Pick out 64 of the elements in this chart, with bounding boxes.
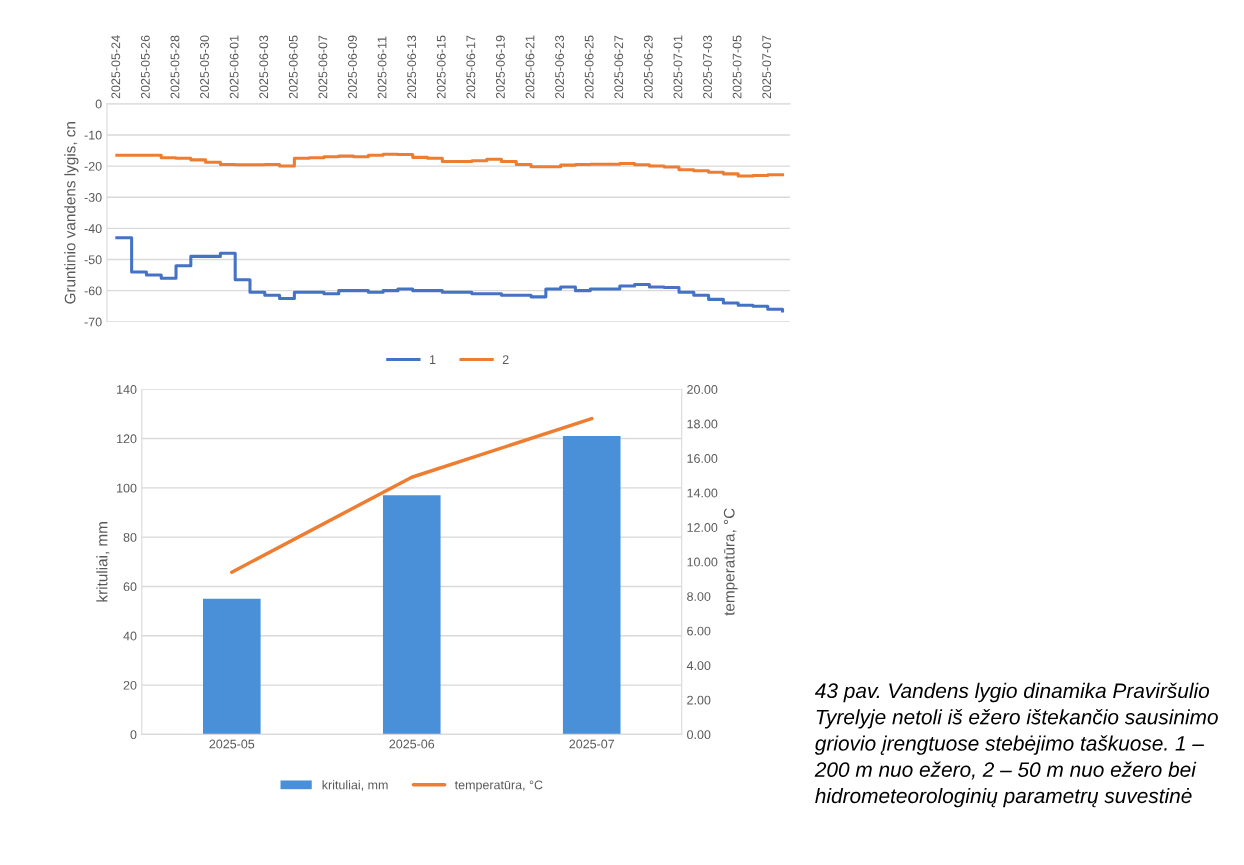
x-tick-label: 2025-05-28 <box>170 35 180 99</box>
x-tick-label: 2025-06-21 <box>525 35 535 99</box>
x-tick-label: 2025-07-01 <box>673 35 683 99</box>
y-tick-label: -50 <box>84 255 102 265</box>
x-tick-label: 2025-05-24 <box>111 35 121 99</box>
y-tick-label: -20 <box>84 161 102 171</box>
y-tick-label: -40 <box>84 224 102 234</box>
x-tick-label: 2025-06-03 <box>259 35 269 99</box>
x-tick-label: 2025-06-07 <box>318 35 328 99</box>
x-tick-label: 2025-05-26 <box>140 35 150 99</box>
x-tick-label: 2025-06-01 <box>229 35 239 99</box>
x-tick-label: 2025-06-17 <box>466 35 476 99</box>
legend-label: temperatūra, °C <box>454 780 543 792</box>
y-tick-label: 20 <box>123 680 137 690</box>
y2-tick-label: 12.00 <box>687 523 718 532</box>
y2-tick-label: 10.00 <box>687 557 718 567</box>
y-tick-label: 120 <box>117 434 137 444</box>
y2-tick-label: 18.00 <box>687 419 718 429</box>
y-tick-label: -10 <box>84 130 102 140</box>
y-tick-label: -70 <box>84 317 102 327</box>
y2-tick-label: 8.00 <box>687 592 711 601</box>
x-tick-label: 2025-06-23 <box>555 35 564 99</box>
bar <box>382 495 441 735</box>
x-tick-label: 2025-06-11 <box>377 36 387 99</box>
x-tick-label: 2025-07-07 <box>762 35 772 99</box>
x-tick-label: 2025-05-30 <box>200 35 209 99</box>
y-axis-title: Gruntinio vandens lygis, cn <box>64 122 79 304</box>
y-tick-label: -30 <box>84 193 102 202</box>
x-tick-label: 2025-07 <box>569 739 615 749</box>
legend-label: krituliai, mm <box>322 780 388 791</box>
x-tick-label: 2025-06-25 <box>584 35 594 99</box>
y2-tick-label: 20.00 <box>687 385 718 394</box>
y-tick-label: 60 <box>123 582 137 592</box>
x-tick-label: 2025-06-27 <box>614 35 624 99</box>
x-tick-label: 2025-06-15 <box>436 35 446 99</box>
y2-tick-label: 14.00 <box>687 488 718 498</box>
x-tick-label: 2025-06 <box>389 739 435 749</box>
y2-tick-label: 0.00 <box>687 730 711 740</box>
y-tick-label: 80 <box>123 532 137 542</box>
x-tick-label: 2025-06-29 <box>643 35 653 99</box>
x-tick-label: 2025-05 <box>209 739 255 749</box>
y2-tick-label: 6.00 <box>687 626 711 636</box>
y2-axis-title: temperatūra, °C <box>723 508 738 616</box>
y-tick-label: 0 <box>130 730 137 740</box>
y-tick-label: 40 <box>123 631 137 641</box>
x-tick-label: 2025-06-19 <box>495 35 505 99</box>
bar <box>203 598 261 735</box>
x-tick-label: 2025-07-05 <box>732 35 742 99</box>
bar <box>562 436 621 735</box>
y2-tick-label: 2.00 <box>687 695 711 705</box>
y-tick-label: 140 <box>117 385 137 394</box>
y-axis-title: krituliai, mm <box>96 522 110 602</box>
x-tick-label: 2025-07-03 <box>703 35 712 99</box>
x-tick-label: 2025-06-13 <box>407 35 417 99</box>
y-tick-label: -60 <box>84 286 102 296</box>
y2-tick-label: 16.00 <box>687 454 718 463</box>
y2-tick-label: 4.00 <box>686 661 711 671</box>
x-tick-label: 2025-06-05 <box>288 35 298 99</box>
legend-label: 2 <box>502 355 509 364</box>
y-tick-label: 0 <box>95 99 102 109</box>
legend-label: 1 <box>429 355 436 364</box>
x-tick-label: 2025-06-09 <box>348 35 357 99</box>
y-tick-label: 100 <box>117 483 137 493</box>
text: 43 pav. Vandens lygio dinamika Praviršulio Tyrelyje netoli iš ežero ištekančio sausinimo griovio įrengtuose stebėjimo taškuose. 1 – 200 m nuo ežero, 2 – 50 m nuo ežero bei hidrometeorologinių parametrų suvestinė <box>814 682 1218 808</box>
